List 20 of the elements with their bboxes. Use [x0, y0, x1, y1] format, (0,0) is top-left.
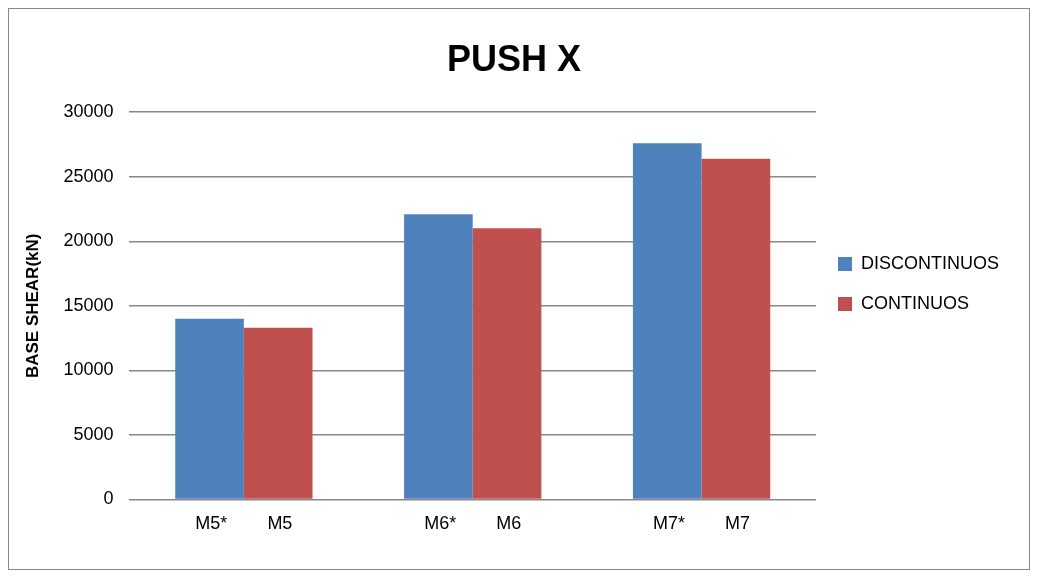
y-axis-title: BASE SHEAR(kN) [22, 233, 42, 379]
x-tick-label: M7* M7 [653, 513, 751, 534]
bar [404, 214, 473, 499]
y-tick-label: 15000 [63, 294, 114, 315]
chart-title: PUSH X [446, 37, 582, 79]
bar [632, 143, 702, 499]
bar [701, 158, 771, 499]
legend-label: CONTINUOS [860, 292, 969, 313]
bar [243, 327, 313, 499]
legend-label: DISCONTINUOS [860, 252, 1000, 273]
y-tick-label: 5000 [73, 423, 114, 444]
y-tick-label: 20000 [63, 230, 114, 251]
y-tick-label: 10000 [63, 359, 114, 380]
y-tick-label: 25000 [63, 165, 114, 186]
x-tick-label: M6* M6 [424, 513, 522, 534]
y-tick-label: 0 [103, 488, 114, 509]
bar [472, 228, 542, 499]
bar [175, 318, 244, 499]
y-tick-label: 30000 [63, 101, 114, 122]
x-tick-label: M5* M5 [195, 513, 293, 534]
